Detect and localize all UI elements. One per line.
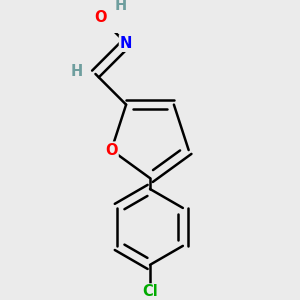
Text: N: N <box>120 36 132 51</box>
Text: H: H <box>70 64 83 79</box>
Text: O: O <box>105 142 118 158</box>
Text: Cl: Cl <box>142 284 158 299</box>
Text: H: H <box>115 0 127 13</box>
Text: O: O <box>94 10 106 25</box>
